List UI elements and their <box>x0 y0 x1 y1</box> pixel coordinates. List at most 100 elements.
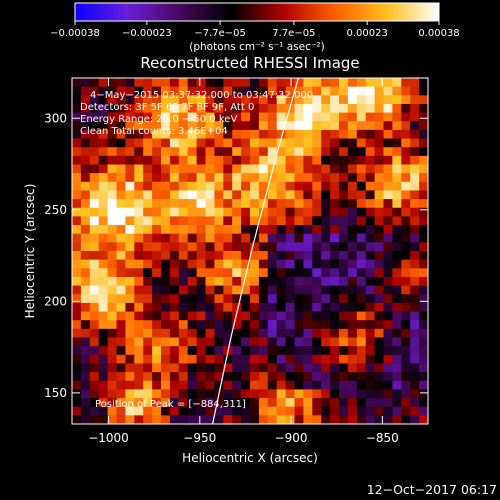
heatmap-cell <box>232 216 242 226</box>
heatmap-cell <box>241 276 251 287</box>
heatmap-cell <box>241 86 251 96</box>
heatmap-cell <box>365 354 376 365</box>
heatmap-cell <box>143 268 153 278</box>
heatmap-cell <box>383 259 393 269</box>
heatmap-cell <box>125 216 135 226</box>
heatmap-cell <box>107 138 118 148</box>
heatmap-cell <box>152 398 162 408</box>
heatmap-cell <box>392 259 402 269</box>
heatmap-cell <box>125 164 135 174</box>
heatmap-cell <box>365 121 376 131</box>
heatmap-cell <box>303 129 313 140</box>
heatmap-cell <box>223 207 233 217</box>
heatmap-cell <box>134 199 144 209</box>
heatmap-cell <box>303 112 313 122</box>
heatmap-cell <box>80 216 91 226</box>
heatmap-cell <box>321 216 331 226</box>
heatmap-cell <box>410 181 420 192</box>
heatmap-cell <box>294 181 304 192</box>
heatmap-cell <box>267 320 278 330</box>
heatmap-cell <box>107 112 118 122</box>
heatmap-cell <box>339 320 349 330</box>
heatmap-cell <box>365 233 376 243</box>
heatmap-cell <box>152 147 162 157</box>
heatmap-cell <box>196 190 207 200</box>
heatmap-cell <box>196 164 207 174</box>
heatmap-cell <box>321 173 331 183</box>
heatmap-cell <box>347 259 358 269</box>
heatmap-cell <box>89 129 100 140</box>
heatmap-cell <box>250 103 260 114</box>
heatmap-cell <box>374 78 385 88</box>
heatmap-cell <box>347 147 358 157</box>
heatmap-cell <box>330 95 340 105</box>
heatmap-cell <box>258 207 269 217</box>
heatmap-cell <box>214 155 224 166</box>
heatmap-cell <box>143 337 153 347</box>
heatmap-cell <box>419 95 428 105</box>
heatmap-cell <box>330 354 340 365</box>
heatmap-cell <box>196 268 207 278</box>
heatmap-cell <box>107 155 118 166</box>
heatmap-cell <box>356 242 367 252</box>
heatmap-cell <box>98 406 109 416</box>
heatmap-cell <box>330 164 340 174</box>
heatmap-cell <box>152 346 162 356</box>
heatmap-cell <box>169 86 180 96</box>
heatmap-cell <box>205 372 215 382</box>
heatmap-cell <box>187 337 198 347</box>
heatmap-cell <box>392 276 402 287</box>
heatmap-cell <box>356 389 367 399</box>
solar-limb-curve <box>212 78 299 424</box>
heatmap-cell <box>80 129 91 140</box>
heatmap-cell <box>294 95 304 105</box>
heatmap-cell <box>285 95 296 105</box>
heatmap-cell <box>196 147 207 157</box>
heatmap-cell <box>143 389 153 399</box>
heatmap-cell <box>72 415 82 424</box>
heatmap-cell <box>98 354 109 365</box>
heatmap-cell <box>143 346 153 356</box>
heatmap-cell <box>152 173 162 183</box>
heatmap-cell <box>152 78 162 88</box>
heatmap-cell <box>392 268 402 278</box>
heatmap-cell <box>223 95 233 105</box>
heatmap-cell <box>116 164 126 174</box>
heatmap-cell <box>125 207 135 217</box>
heatmap-cell <box>169 129 180 140</box>
heatmap-cell <box>98 259 109 269</box>
heatmap-cell <box>125 173 135 183</box>
heatmap-cell <box>134 302 144 313</box>
heatmap-cell <box>107 216 118 226</box>
heatmap-cell <box>294 233 304 243</box>
heatmap-cell <box>196 207 207 217</box>
heatmap-cell <box>250 138 260 148</box>
heatmap-cell <box>303 268 313 278</box>
heatmap-cell <box>374 372 385 382</box>
heatmap-cell <box>392 337 402 347</box>
heatmap-cell <box>214 225 224 235</box>
heatmap-cell <box>347 415 358 424</box>
heatmap-cell <box>187 95 198 105</box>
heatmap-cell <box>169 121 180 131</box>
heatmap-cell <box>392 242 402 252</box>
heatmap-cell <box>294 147 304 157</box>
heatmap-cell <box>401 242 411 252</box>
heatmap-cell <box>80 285 91 295</box>
heatmap-cell <box>178 380 189 390</box>
colorbar-tick-label: −0.00023 <box>122 28 172 39</box>
heatmap-cell <box>72 294 82 304</box>
heatmap-cell <box>365 199 376 209</box>
heatmap-cell <box>116 242 126 252</box>
heatmap-cell <box>339 78 349 88</box>
heatmap-cell <box>89 181 100 192</box>
heatmap-cell <box>419 294 428 304</box>
heatmap-cell <box>356 251 367 261</box>
heatmap-cell <box>116 121 126 131</box>
heatmap-cell <box>365 225 376 235</box>
heatmap-cell <box>134 294 144 304</box>
heatmap-cell <box>258 138 269 148</box>
heatmap-cell <box>161 259 171 269</box>
heatmap-cell <box>347 337 358 347</box>
heatmap-cell <box>72 112 82 122</box>
